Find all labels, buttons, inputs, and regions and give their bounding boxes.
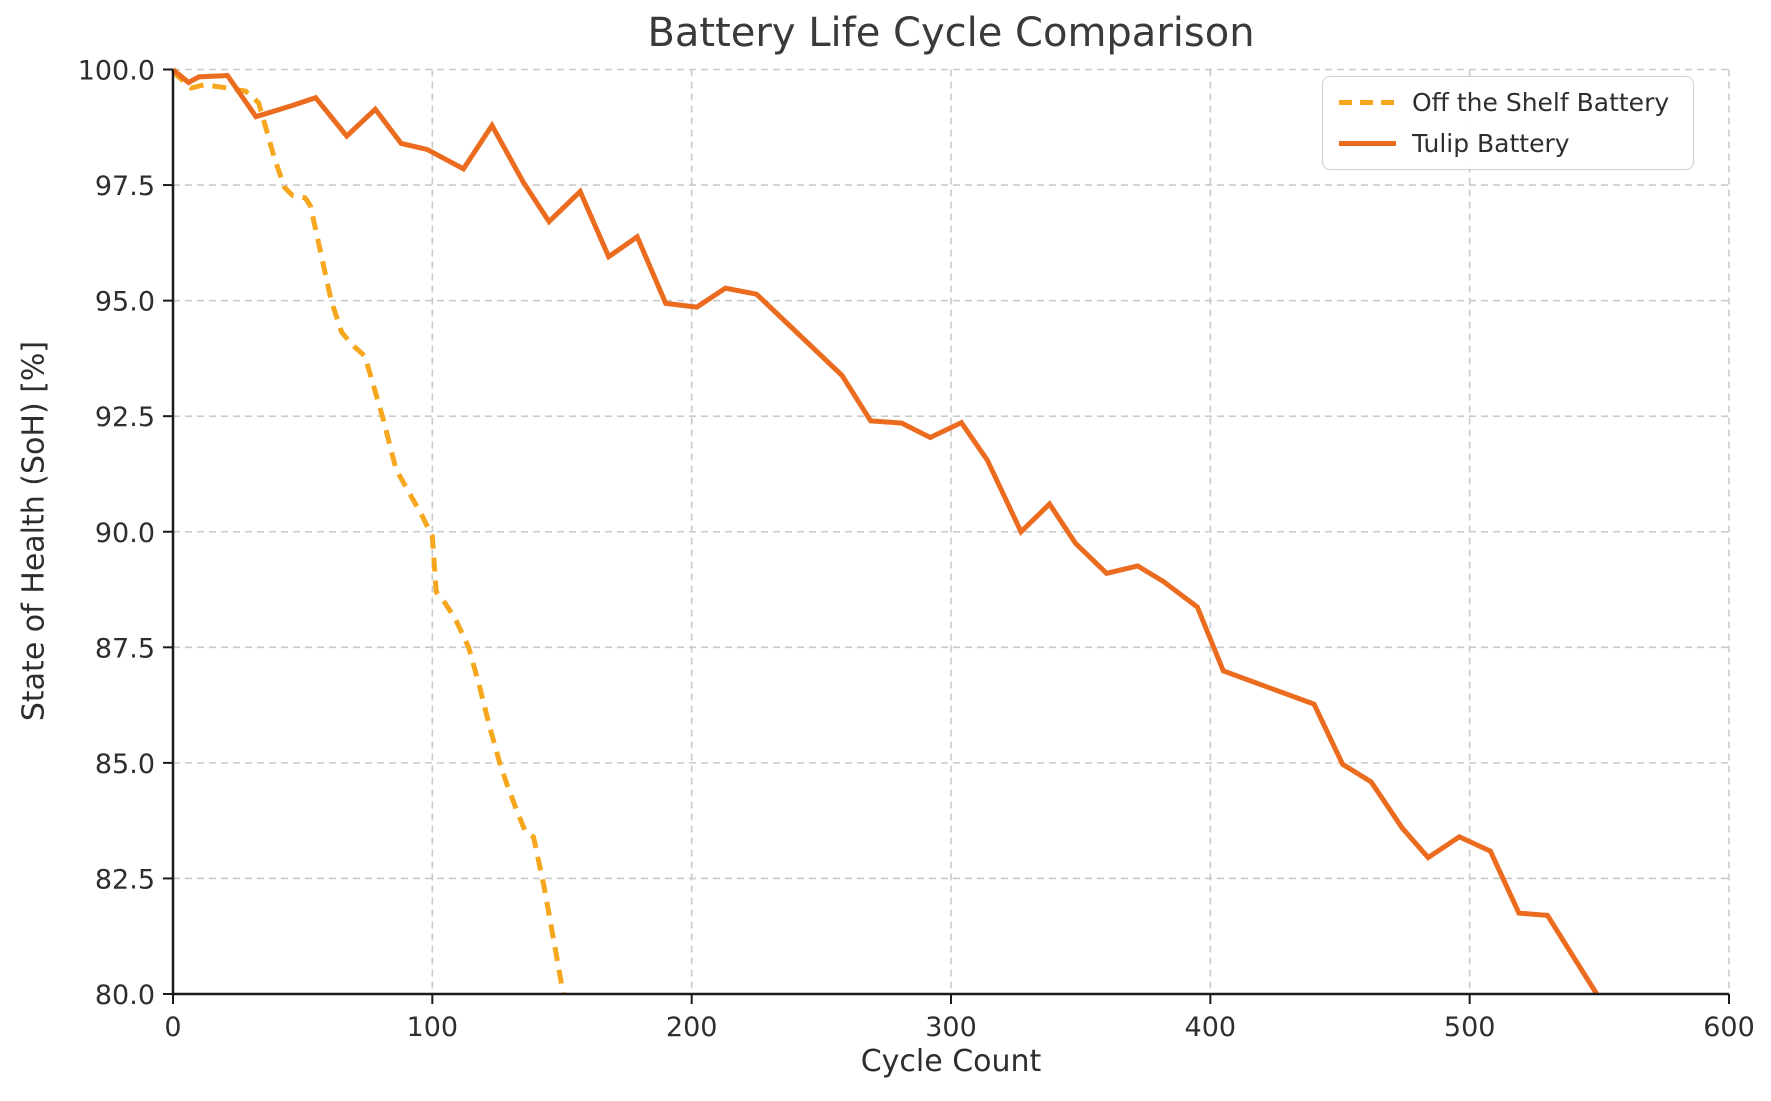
x-tick-label: 600 <box>1703 1012 1755 1043</box>
legend-label: Tulip Battery <box>1412 129 1570 158</box>
y-tick-label: 80.0 <box>95 980 155 1011</box>
x-tick-label: 200 <box>666 1012 718 1043</box>
y-tick-label: 97.5 <box>95 171 155 202</box>
chart-title: Battery Life Cycle Comparison <box>647 10 1255 56</box>
x-tick-label: 400 <box>1185 1012 1237 1043</box>
y-axis-label: State of Health (SoH) [%] <box>16 340 52 722</box>
x-axis-label: Cycle Count <box>860 1044 1042 1079</box>
dashed-line-sample-icon <box>1339 100 1396 105</box>
legend: Off the Shelf Battery Tulip Battery <box>1322 76 1695 170</box>
x-tick-label: 500 <box>1444 1012 1496 1043</box>
solid-line-sample-icon <box>1339 141 1396 146</box>
legend-label: Off the Shelf Battery <box>1412 88 1670 117</box>
x-tick-label: 0 <box>164 1012 181 1043</box>
legend-item-tulip-battery: Tulip Battery <box>1339 127 1669 160</box>
y-tick-label: 90.0 <box>95 518 155 549</box>
y-tick-label: 85.0 <box>95 749 155 780</box>
y-tick-label: 100.0 <box>78 56 155 87</box>
x-tick-label: 100 <box>407 1012 459 1043</box>
legend-item-off-the-shelf-battery: Off the Shelf Battery <box>1339 86 1669 119</box>
y-tick-label: 82.5 <box>95 864 155 895</box>
y-tick-label: 87.5 <box>95 633 155 664</box>
x-tick-label: 300 <box>925 1012 977 1043</box>
y-tick-label: 95.0 <box>95 287 155 318</box>
series-line-off-the-shelf-battery <box>171 69 566 995</box>
series-line-tulip-battery <box>171 67 1599 996</box>
y-tick-label: 92.5 <box>95 402 155 433</box>
